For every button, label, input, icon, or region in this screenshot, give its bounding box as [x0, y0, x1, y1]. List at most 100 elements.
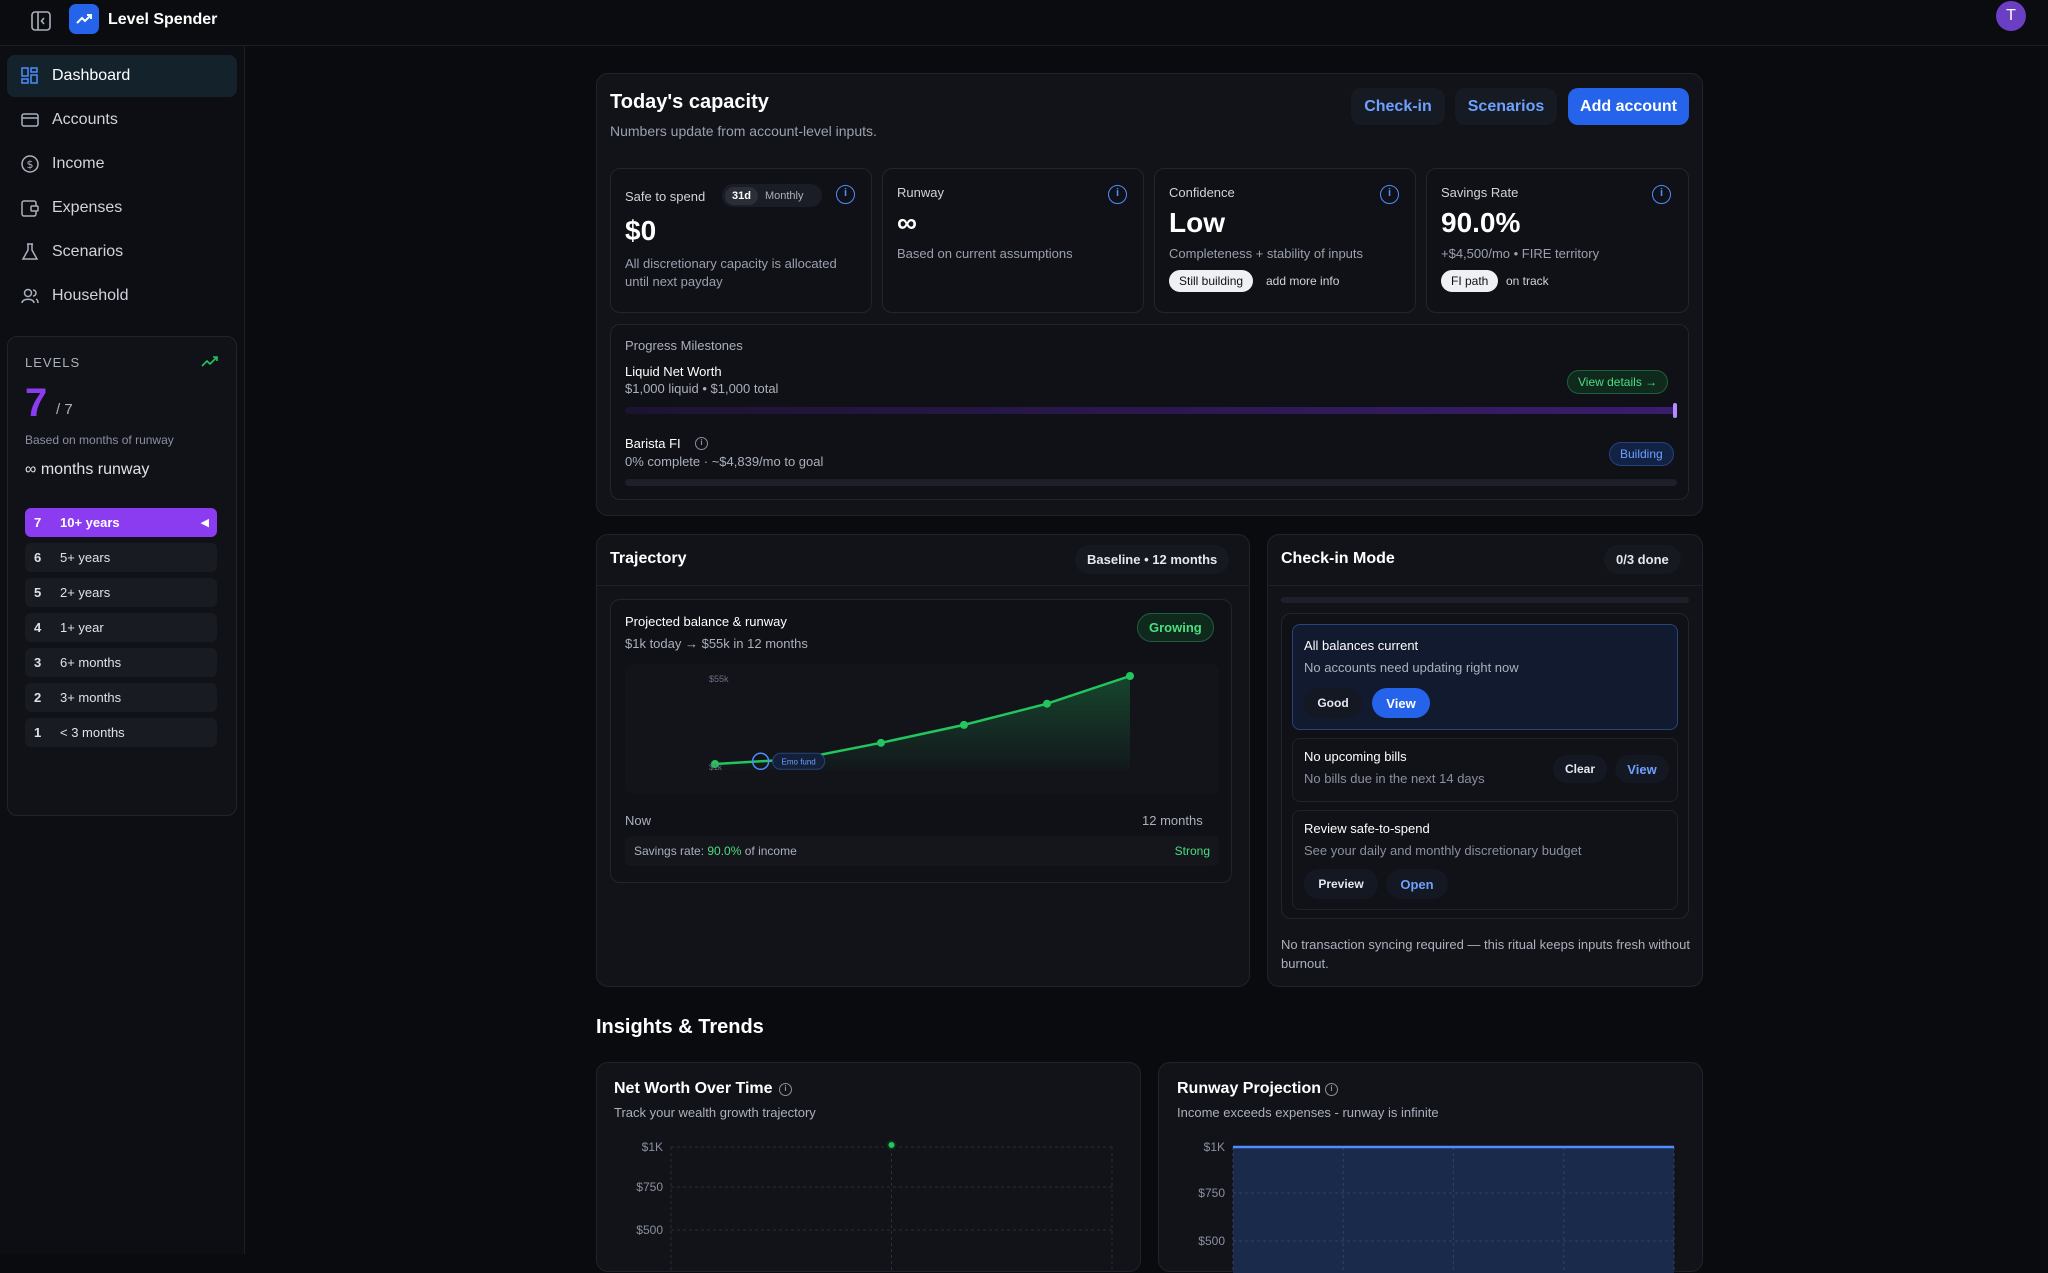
trending-up-icon [201, 356, 218, 367]
level-row-4[interactable]: 4 1+ year [25, 613, 217, 642]
scenarios-button[interactable]: Scenarios [1455, 88, 1557, 125]
savings-rate-note: +$4,500/mo • FIRE territory [1441, 246, 1600, 261]
info-icon[interactable] [1380, 185, 1399, 204]
level-row-5[interactable]: 5 2+ years [25, 578, 217, 607]
trajectory-badge: Baseline • 12 months [1075, 545, 1230, 574]
info-icon[interactable] [779, 1083, 792, 1096]
toggle-31d[interactable]: 31d [725, 186, 758, 205]
level-row-7[interactable]: 7 10+ years ◀ [25, 508, 217, 537]
sidebar-item-accounts[interactable]: Accounts [7, 99, 237, 141]
safe-to-spend-note-1: All discretionary capacity is allocated [625, 256, 837, 271]
sidebar-toggle-icon[interactable] [30, 10, 52, 32]
sidebar-item-income[interactable]: $ Income [7, 143, 237, 185]
confidence-label: Confidence [1169, 185, 1235, 200]
x-start-label: Now [625, 813, 652, 828]
check-in-item-sub: No bills due in the next 14 days [1304, 771, 1485, 786]
level-label: 1+ year [60, 620, 104, 635]
net-worth-title: Net Worth Over Time [614, 1080, 773, 1097]
clear-button[interactable]: Clear [1553, 755, 1607, 783]
check-in-list: All balances current No accounts need up… [1281, 613, 1689, 919]
sidebar-item-label: Household [52, 287, 129, 304]
trajectory-card: Trajectory Baseline • 12 months Projecte… [596, 534, 1250, 987]
projection-point [711, 760, 719, 768]
levels-heading: LEVELS [25, 355, 81, 370]
x-end-label: 12 months [1142, 813, 1203, 828]
capacity-title: Today's capacity [610, 91, 769, 113]
runway-projection-card: Runway Projection Income exceeds expense… [1158, 1062, 1703, 1273]
sidebar-item-expenses[interactable]: Expenses [7, 187, 237, 229]
y-top-label: $55k [709, 674, 729, 684]
check-in-item-bills[interactable]: No upcoming bills No bills due in the ne… [1292, 738, 1678, 802]
info-icon[interactable] [836, 185, 855, 204]
sidebar-item-dashboard[interactable]: Dashboard [7, 55, 237, 97]
savings-rate-value: 90.0% [1441, 207, 1521, 238]
projection-card: Projected balance & runway $1k today → $… [610, 599, 1232, 883]
check-in-item-balances[interactable]: All balances current No accounts need up… [1292, 624, 1678, 730]
level-label: 3+ months [60, 690, 122, 705]
y-tick-label: $750 [636, 1180, 663, 1194]
capacity-subtitle: Numbers update from account-level inputs… [610, 123, 877, 139]
check-in-item-title: No upcoming bills [1304, 749, 1407, 764]
savings-value: 90.0% [707, 844, 742, 858]
info-icon[interactable] [1325, 1083, 1338, 1096]
net-worth-point [886, 1140, 897, 1150]
level-row-1[interactable]: 1 < 3 months [25, 718, 217, 747]
sidebar-item-label: Income [52, 155, 105, 172]
view-button[interactable]: View [1615, 755, 1669, 783]
projection-chart-area: $55k $1k Emo fund [625, 664, 1219, 794]
info-icon[interactable] [1108, 185, 1127, 204]
milestones-heading: Progress Milestones [625, 338, 743, 353]
preview-button[interactable]: Preview [1304, 869, 1378, 899]
projection-point [960, 720, 968, 729]
level-label: 2+ years [60, 585, 111, 600]
milestone-title: Barista FI [625, 436, 681, 451]
runway-projection-title: Runway Projection [1177, 1080, 1322, 1097]
insights-heading: Insights & Trends [596, 1016, 764, 1038]
savings-rate-row: Savings rate: 90.0% of income Strong [625, 836, 1219, 866]
check-in-divider [1268, 585, 1702, 586]
progress-milestones: Progress Milestones Liquid Net Worth $1,… [610, 324, 1689, 500]
sidebar-item-scenarios[interactable]: Scenarios [7, 231, 237, 273]
check-in-item-safe-to-spend[interactable]: Review safe-to-spend See your daily and … [1292, 810, 1678, 910]
good-button[interactable]: Good [1304, 688, 1362, 718]
app-title: Level Spender [108, 11, 218, 28]
info-icon[interactable] [695, 437, 708, 450]
level-row-3[interactable]: 3 6+ months [25, 648, 217, 677]
wallet-icon [21, 113, 39, 127]
add-account-button[interactable]: Add account [1568, 88, 1689, 125]
view-details-button[interactable]: View details → [1567, 370, 1669, 394]
savings-suffix: of income [741, 844, 797, 858]
level-row-6[interactable]: 6 5+ years [25, 543, 217, 572]
sidebar-item-household[interactable]: Household [7, 275, 237, 317]
net-worth-chart: $1K $750 $500 [636, 1140, 1113, 1273]
savings-rate-label: Savings Rate [1441, 185, 1519, 200]
level-row-2[interactable]: 2 3+ months [25, 683, 217, 712]
check-in-button[interactable]: Check-in [1351, 88, 1445, 125]
view-button[interactable]: View [1372, 688, 1430, 718]
projection-chart: $55k $1k Emo fund [709, 672, 1134, 772]
check-in-progress-badge: 0/3 done [1604, 545, 1681, 574]
sidebar-item-label: Dashboard [52, 67, 131, 84]
safe-to-spend-note-2: until next payday [625, 274, 723, 289]
toggle-monthly[interactable]: Monthly [764, 189, 804, 202]
projection-title: Projected balance & runway [625, 614, 787, 629]
user-avatar[interactable]: T [1996, 1, 2026, 31]
caret-left-icon: ◀ [200, 517, 209, 529]
check-in-footer: No transaction syncing required — this r… [1281, 937, 1690, 971]
trajectory-title: Trajectory [610, 550, 687, 567]
svg-text:$: $ [27, 158, 34, 171]
sidebar-item-label: Accounts [52, 111, 118, 128]
net-worth-card: Net Worth Over Time Track your wealth gr… [596, 1062, 1141, 1273]
savings-rate-card: Savings Rate 90.0% +$4,500/mo • FIRE ter… [1426, 168, 1689, 313]
safe-to-spend-value: $0 [625, 215, 657, 246]
open-button[interactable]: Open [1386, 869, 1448, 899]
emergency-fund-label: Emo fund [782, 757, 816, 766]
sidebar-item-label: Expenses [52, 199, 123, 216]
building-badge: Building [1609, 442, 1674, 466]
capacity-card: Today's capacity Numbers update from acc… [596, 73, 1703, 516]
info-icon[interactable] [1652, 185, 1671, 204]
avatar-initial: T [2006, 7, 2016, 24]
check-in-item-sub: No accounts need updating right now [1304, 660, 1519, 675]
check-in-card: Check-in Mode 0/3 done All balances curr… [1267, 534, 1703, 987]
growing-badge: Growing [1137, 613, 1214, 642]
